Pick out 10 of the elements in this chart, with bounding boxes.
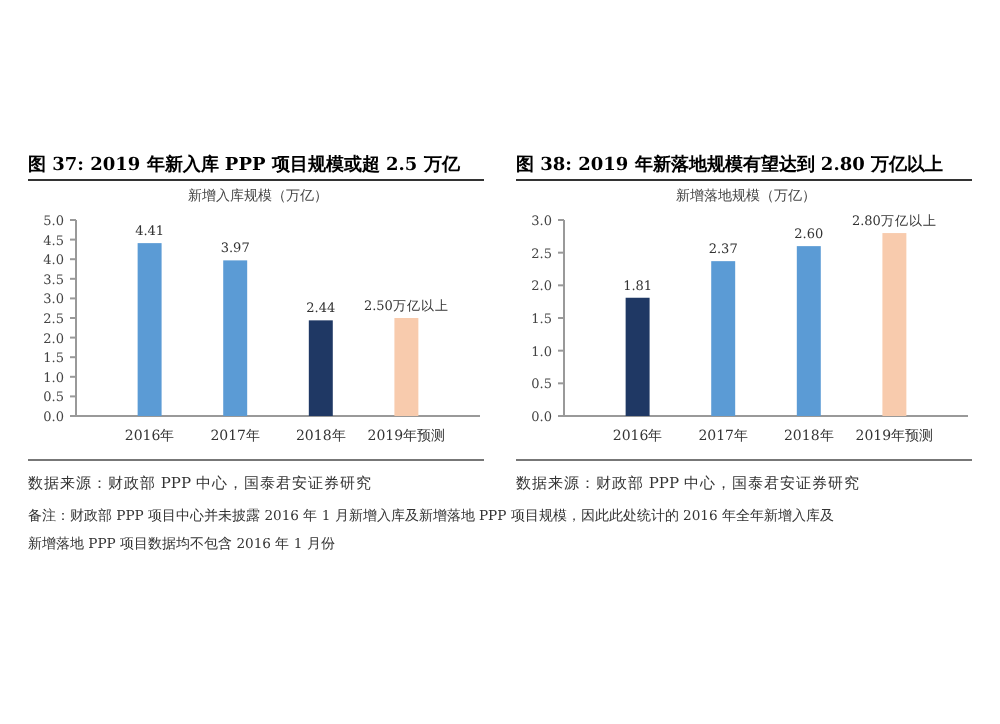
chart-title: 图 38: 2019 年新落地规模有望达到 2.80 万亿以上 [516, 154, 943, 176]
bar [625, 297, 650, 416]
bar [223, 260, 248, 416]
bar [394, 318, 419, 416]
bar [711, 261, 736, 416]
bar [308, 320, 333, 416]
chart-title: 图 37: 2019 年新入库 PPP 项目规模或超 2.5 万亿 [28, 154, 462, 176]
bar [796, 246, 821, 416]
bar [137, 243, 162, 416]
bar [882, 233, 907, 416]
